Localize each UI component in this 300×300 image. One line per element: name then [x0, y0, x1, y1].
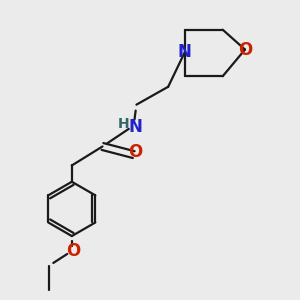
Text: N: N	[178, 43, 192, 61]
Text: O: O	[66, 242, 80, 260]
Text: O: O	[128, 143, 142, 161]
Text: O: O	[238, 40, 252, 58]
Text: N: N	[128, 118, 142, 136]
Text: H: H	[118, 117, 129, 131]
